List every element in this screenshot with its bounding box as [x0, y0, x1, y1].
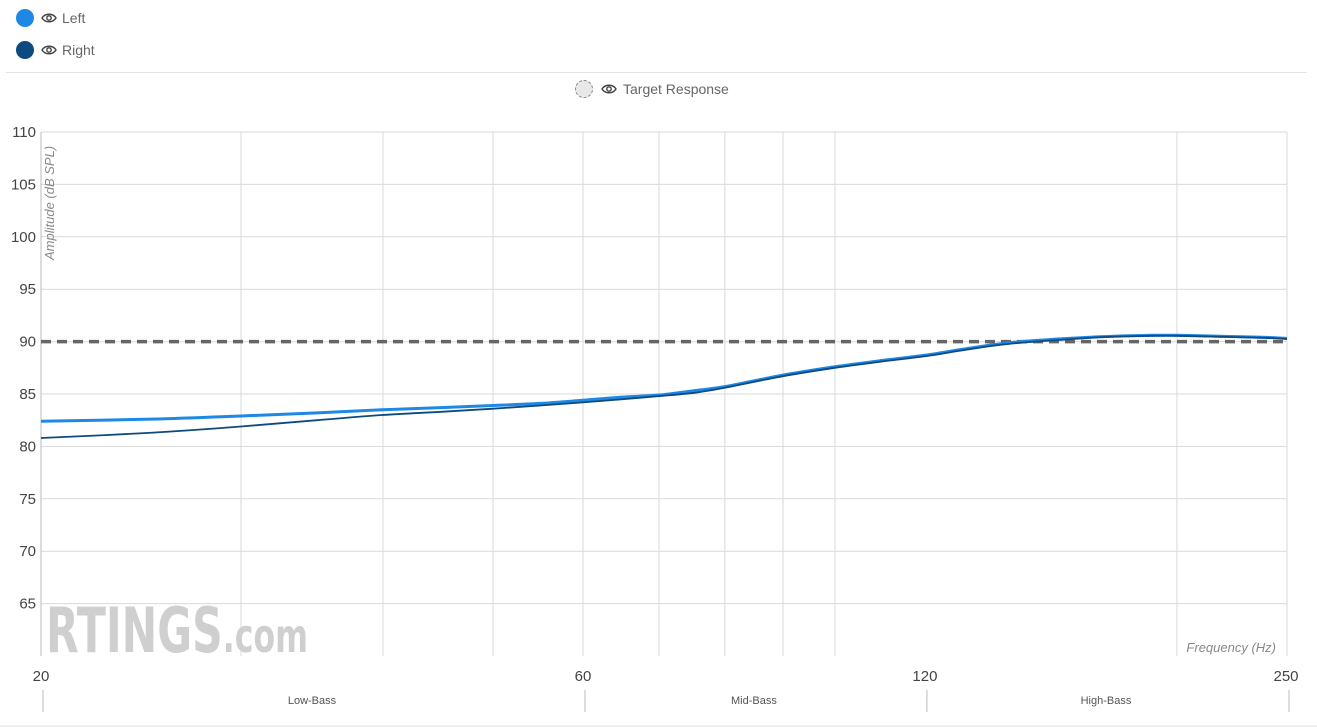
y-tick-label: 110 — [12, 124, 36, 141]
y-tick-label: 75 — [19, 491, 36, 508]
y-tick-label: 65 — [19, 596, 36, 613]
left-color-dot — [16, 9, 34, 27]
y-tick-label: 100 — [11, 229, 36, 246]
watermark-logo: RTINGS.com — [46, 594, 308, 667]
x-tick-label: 20 — [33, 668, 50, 685]
right-series-line — [40, 334, 1288, 439]
target-dashed-dot — [575, 80, 593, 98]
y-tick-label: 95 — [19, 281, 36, 298]
chart-grid — [40, 131, 1288, 656]
x-tick-label: 250 — [1273, 668, 1298, 685]
x-tick-labels: 20 60 120 250 — [33, 668, 1299, 685]
legend-label-left: Left — [62, 10, 86, 26]
y-axis-title: Amplitude (dB SPL) — [42, 146, 57, 261]
y-tick-label: 105 — [11, 176, 36, 193]
right-color-dot — [16, 41, 34, 59]
band-label: High-Bass — [1081, 695, 1132, 707]
watermark: RTINGS.com — [46, 594, 308, 667]
x-tick-label: 60 — [575, 668, 592, 685]
bass-range-bands: Low-Bass Mid-Bass High-Bass — [0, 690, 1317, 727]
legend-label-right: Right — [62, 42, 95, 58]
legend-item-target[interactable]: Target Response — [575, 79, 729, 99]
eye-icon[interactable] — [601, 83, 617, 95]
series-lines — [40, 333, 1288, 439]
legend-item-right[interactable]: Right — [16, 40, 95, 60]
y-tick-labels: 110 105 100 95 90 85 80 75 70 65 — [11, 124, 36, 613]
band-label: Low-Bass — [288, 695, 337, 707]
legend-label-target: Target Response — [623, 81, 729, 97]
legend-divider — [6, 72, 1307, 73]
band-label: Mid-Bass — [731, 695, 777, 707]
y-tick-label: 90 — [19, 334, 36, 351]
legend-item-left[interactable]: Left — [16, 8, 85, 28]
left-series-line — [40, 333, 1288, 423]
eye-icon[interactable] — [41, 44, 57, 56]
y-tick-label: 85 — [19, 386, 36, 403]
eye-icon[interactable] — [41, 12, 57, 24]
x-tick-label: 120 — [912, 668, 937, 685]
x-axis-title: Frequency (Hz) — [1186, 640, 1276, 655]
y-tick-label: 80 — [19, 438, 36, 455]
y-tick-label: 70 — [19, 543, 36, 560]
